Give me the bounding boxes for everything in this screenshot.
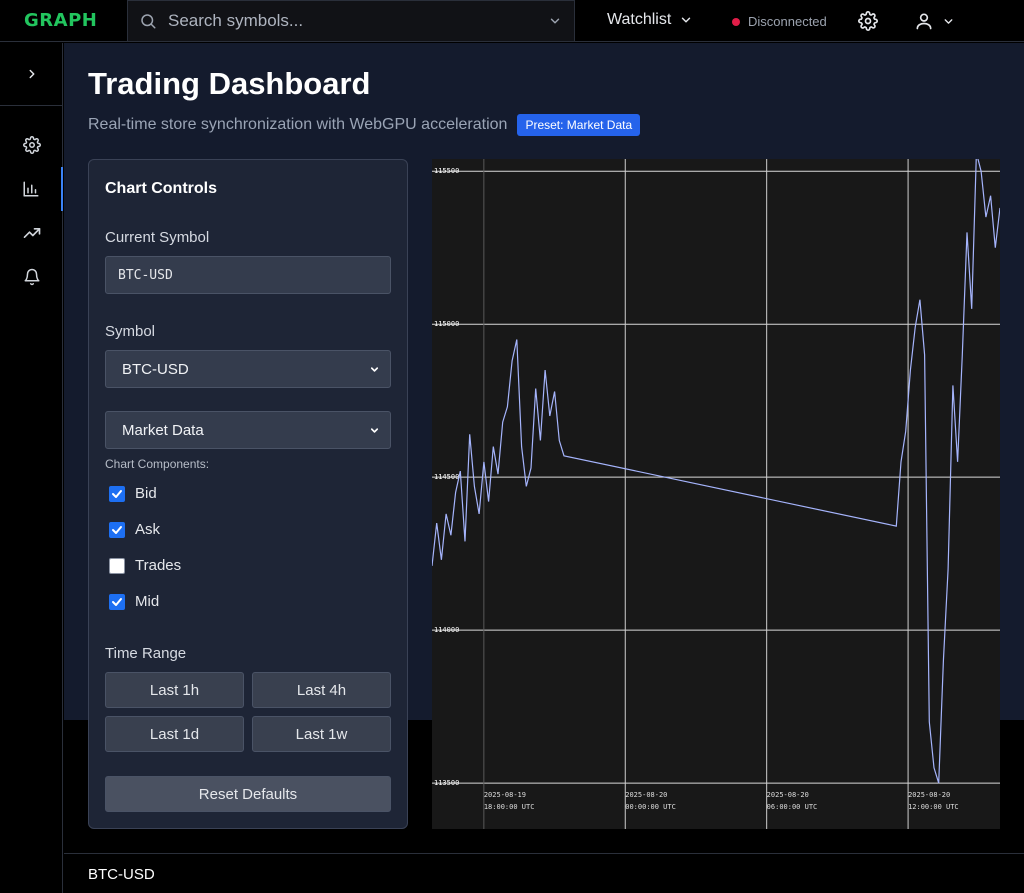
component-label: Ask xyxy=(135,521,161,538)
watchlist-label: Watchlist xyxy=(607,11,672,28)
price-series-line xyxy=(432,159,1000,784)
checkbox-checked-icon[interactable] xyxy=(109,521,125,538)
app-logo[interactable]: GRAPH xyxy=(24,10,98,31)
component-label: Mid xyxy=(135,593,160,610)
current-symbol-label: Current Symbol xyxy=(105,229,210,246)
page-subtitle: Real-time store synchronization with Web… xyxy=(88,116,508,133)
symbol-label: Symbol xyxy=(105,323,156,340)
chevron-down-icon xyxy=(944,18,953,24)
chevron-right-icon xyxy=(29,69,34,79)
sidebar xyxy=(0,43,63,893)
price-chart[interactable]: 115500 115000 114500 114000 113500 2025-08-19… xyxy=(432,159,1000,829)
time-range-label: Time Range xyxy=(105,645,187,662)
y-tick-label: 115000 xyxy=(434,320,459,328)
time-range-1d-button[interactable]: Last 1d xyxy=(105,716,244,752)
y-tick-label: 115500 xyxy=(434,167,459,175)
component-checkbox-mid[interactable]: Mid xyxy=(109,593,159,610)
bar-chart-icon xyxy=(23,181,38,197)
user-menu[interactable] xyxy=(914,11,955,31)
time-range-1w-button[interactable]: Last 1w xyxy=(252,716,391,752)
symbol-select[interactable]: BTC-USD xyxy=(105,350,391,388)
connection-status-text: Disconnected xyxy=(748,14,827,29)
status-dot-icon xyxy=(732,17,740,26)
chevron-down-icon xyxy=(682,17,691,23)
component-checkbox-ask[interactable]: Ask xyxy=(109,521,160,538)
bell-icon xyxy=(24,268,39,286)
preset-badge: Preset: Market Data xyxy=(517,114,641,136)
symbol-search[interactable] xyxy=(127,0,575,42)
chevron-down-icon xyxy=(370,366,379,372)
current-symbol-display: BTC-USD xyxy=(105,256,391,294)
chart-components-label: Chart Components: xyxy=(105,457,210,471)
trending-up-icon xyxy=(23,228,40,238)
symbol-select-value: BTC-USD xyxy=(122,360,189,378)
y-tick-label: 114000 xyxy=(434,626,459,634)
chart-controls-panel: Chart Controls Current Symbol BTC-USD Sy… xyxy=(88,159,408,829)
x-tick-label: 12:00:00 UTC xyxy=(908,803,959,811)
preset-select-value: Market Data xyxy=(122,421,204,439)
gear-icon xyxy=(22,136,41,154)
status-bar: BTC-USD xyxy=(64,853,1024,893)
x-tick-label: 18:00:00 UTC xyxy=(484,803,535,811)
x-tick-label: 2025-08-20 xyxy=(625,791,667,799)
component-checkbox-bid[interactable]: Bid xyxy=(109,485,157,502)
footer-symbol: BTC-USD xyxy=(88,866,155,883)
search-input[interactable] xyxy=(168,11,548,31)
y-tick-label: 113500 xyxy=(434,779,459,787)
x-tick-label: 2025-08-19 xyxy=(484,791,526,799)
chevron-down-icon[interactable] xyxy=(548,14,562,28)
sidebar-expand-button[interactable] xyxy=(0,43,63,106)
x-tick-label: 06:00:00 UTC xyxy=(767,803,818,811)
component-checkbox-trades[interactable]: Trades xyxy=(109,557,181,574)
user-icon xyxy=(916,13,932,30)
settings-gear-icon[interactable] xyxy=(858,11,878,31)
reset-defaults-button[interactable]: Reset Defaults xyxy=(105,776,391,812)
sidebar-item-alerts[interactable] xyxy=(0,255,63,299)
x-tick-label: 00:00:00 UTC xyxy=(625,803,676,811)
panel-title: Chart Controls xyxy=(105,180,217,197)
time-range-1h-button[interactable]: Last 1h xyxy=(105,672,244,708)
connection-status: Disconnected xyxy=(732,14,827,29)
checkbox-checked-icon[interactable] xyxy=(109,593,125,610)
x-tick-label: 2025-08-20 xyxy=(908,791,950,799)
checkbox-unchecked-icon[interactable] xyxy=(109,557,125,574)
watchlist-dropdown[interactable]: Watchlist xyxy=(607,11,693,29)
search-icon xyxy=(141,14,156,29)
page-subtitle-row: Real-time store synchronization with Web… xyxy=(88,114,641,136)
y-tick-label: 114500 xyxy=(434,473,459,481)
top-bar: GRAPH Watchlist Disconnected xyxy=(0,0,1024,42)
chevron-down-icon xyxy=(370,427,379,433)
sidebar-item-trends[interactable] xyxy=(0,211,63,255)
page-title: Trading Dashboard xyxy=(88,66,371,101)
sidebar-item-charts[interactable] xyxy=(0,167,63,211)
checkbox-checked-icon[interactable] xyxy=(109,485,125,502)
sidebar-item-settings[interactable] xyxy=(0,123,63,167)
time-range-4h-button[interactable]: Last 4h xyxy=(252,672,391,708)
component-label: Trades xyxy=(135,557,182,574)
component-label: Bid xyxy=(135,485,157,502)
preset-select[interactable]: Market Data xyxy=(105,411,391,449)
price-chart-canvas[interactable]: 115500 115000 114500 114000 113500 2025-08-19… xyxy=(432,159,1000,829)
x-tick-label: 2025-08-20 xyxy=(767,791,809,799)
